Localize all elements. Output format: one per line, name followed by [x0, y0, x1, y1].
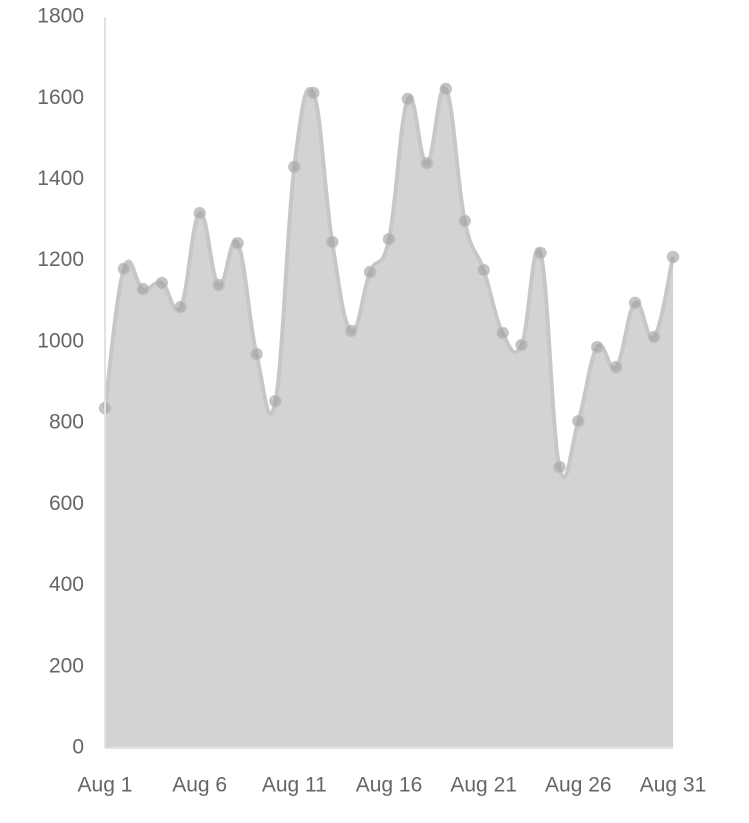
y-tick-label: 400 [49, 573, 84, 596]
point [534, 246, 547, 260]
y-tick-label: 1400 [37, 167, 84, 190]
point [458, 214, 471, 228]
point [572, 414, 585, 428]
point [477, 263, 490, 277]
point [307, 86, 320, 100]
point [269, 394, 282, 408]
point [628, 296, 642, 310]
x-tick-label: Aug 21 [450, 774, 517, 797]
point [439, 82, 453, 96]
point [420, 156, 434, 170]
x-tick-label: Aug 1 [78, 774, 133, 797]
x-tick-label: Aug 6 [172, 774, 227, 797]
point [591, 340, 604, 354]
point [496, 326, 509, 340]
point [363, 265, 377, 279]
point [515, 338, 528, 352]
point [136, 282, 150, 296]
y-tick-label: 1000 [37, 329, 84, 352]
point [174, 300, 187, 314]
area [105, 87, 673, 748]
point [344, 324, 358, 338]
point [212, 278, 225, 292]
point [155, 276, 169, 290]
point [250, 347, 263, 361]
point [401, 92, 415, 106]
y-tick-label: 200 [49, 654, 84, 677]
x-tick-label: Aug 11 [262, 774, 327, 797]
point [117, 262, 131, 276]
x-tick-label: Aug 31 [640, 774, 707, 797]
point [193, 206, 206, 220]
point [325, 235, 339, 249]
x-tick-label: Aug 26 [545, 774, 612, 797]
point [647, 330, 661, 344]
point [666, 250, 680, 264]
point [288, 160, 301, 174]
y-tick-label: 600 [49, 492, 84, 515]
y-tick-label: 800 [49, 411, 84, 434]
point [609, 360, 623, 374]
y-tick-label: 1800 [37, 5, 84, 28]
y-tick-label: 1200 [37, 248, 84, 271]
x-tick-label: Aug 16 [356, 774, 423, 797]
point [231, 236, 244, 250]
y-tick-label: 0 [72, 736, 84, 759]
y-tick-label: 1600 [37, 86, 84, 109]
point [553, 460, 566, 474]
point [382, 232, 396, 246]
